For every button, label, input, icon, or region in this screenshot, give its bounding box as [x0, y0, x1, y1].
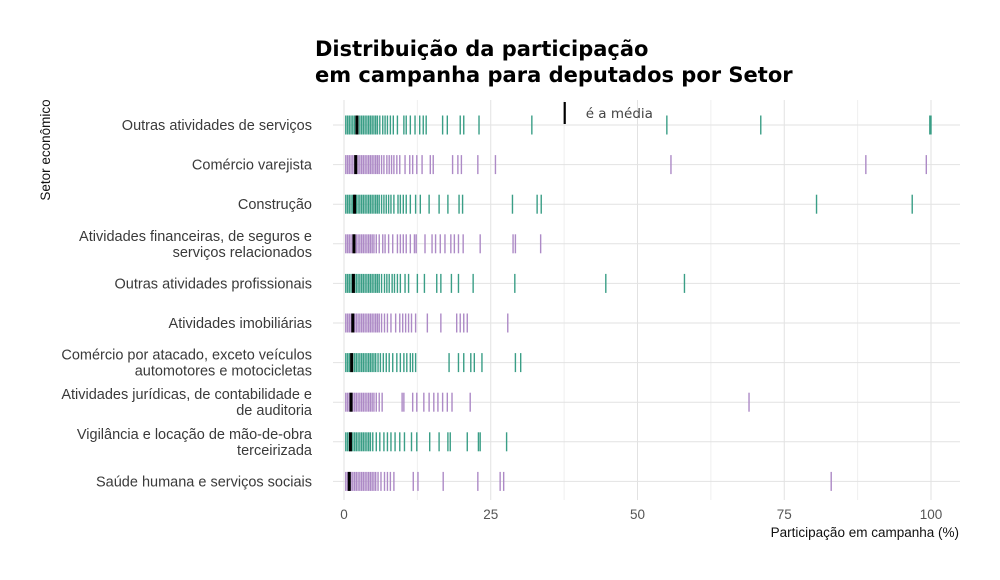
chart-title: Distribuição da participação em campanha… [315, 37, 793, 87]
x-tick-label-1: 25 [483, 507, 498, 522]
category-label-6-line-0: Comércio por atacado, exceto veículos [61, 348, 312, 364]
chart-title-line-1: Distribuição da participação [315, 37, 648, 61]
x-tick-label-4: 100 [920, 507, 943, 522]
category-label-7-line-1: de auditoria [236, 403, 313, 419]
x-tick-label-0: 0 [340, 507, 348, 522]
y-axis-title: Setor econômico [38, 99, 53, 200]
category-label-5-line-0: Atividades imobiliárias [169, 316, 312, 332]
category-label-3-line-0: Atividades financeiras, de seguros e [79, 229, 312, 245]
category-label-7-line-0: Atividades jurídicas, de contabilidade e [61, 387, 312, 403]
mean-marks [347, 115, 359, 491]
category-label-0-line-0: Outras atividades de serviços [122, 118, 312, 134]
x-axis-ticks: 0 25 50 75 100 [340, 507, 942, 522]
x-tick-label-2: 50 [630, 507, 645, 522]
data-marks [345, 115, 932, 491]
category-label-9-line-0: Saúde humana e serviços sociais [96, 474, 312, 490]
category-label-8-line-1: terceirizada [237, 443, 313, 459]
category-label-8-line-0: Vigilância e locação de mão-de-obra [77, 427, 313, 443]
category-labels: Outras atividades de serviços Comércio va… [61, 118, 313, 490]
x-tick-label-3: 75 [777, 507, 792, 522]
grid-lines [333, 100, 960, 500]
legend: é a média [563, 102, 653, 124]
category-label-6-line-1: automotores e motocicletas [135, 364, 312, 380]
x-axis-title: Participação em campanha (%) [771, 525, 959, 540]
legend-label: é a média [586, 106, 653, 122]
chart-title-line-2: em campanha para deputados por Setor [315, 63, 793, 87]
category-label-3-line-1: serviços relacionados [173, 245, 312, 261]
category-label-1-line-0: Comércio varejista [192, 158, 313, 174]
category-label-2-line-0: Construção [238, 197, 312, 213]
category-label-4-line-0: Outras atividades profissionais [115, 276, 312, 292]
